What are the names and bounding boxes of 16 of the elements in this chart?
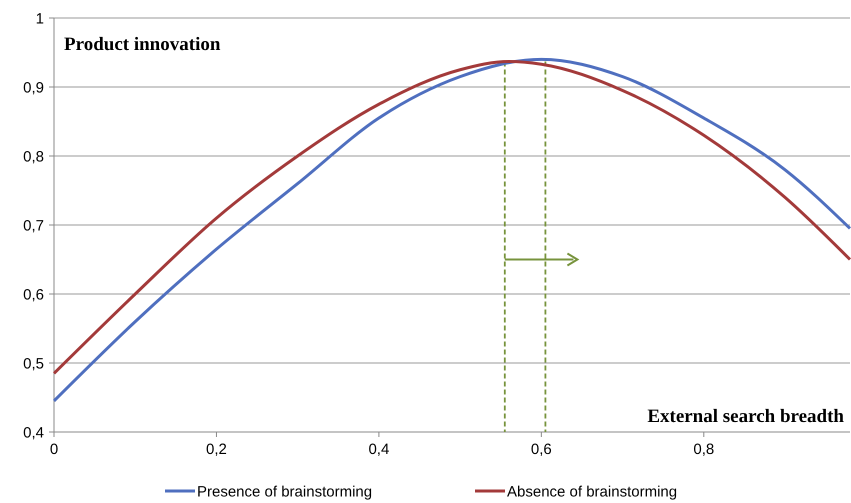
y-tick-label: 0,5 xyxy=(23,355,44,372)
x-tick-label: 0,4 xyxy=(368,441,390,458)
x-tick-label: 0,2 xyxy=(206,441,227,458)
y-tick-label: 1 xyxy=(36,10,44,28)
x-axis-title: External search breadth xyxy=(647,406,844,427)
x-tick-label: 0,6 xyxy=(530,441,552,458)
y-tick-label: 0,7 xyxy=(23,217,44,234)
y-axis-title: Product innovation xyxy=(64,34,221,55)
x-tick-label: 0,8 xyxy=(693,441,714,458)
y-tick-label: 0,4 xyxy=(23,424,44,442)
y-tick-label: 0,9 xyxy=(23,79,44,96)
legend-label: Absence of brainstorming xyxy=(507,483,678,500)
x-tick-label: 0 xyxy=(50,441,58,458)
legend-label: Presence of brainstorming xyxy=(197,483,372,500)
y-tick-label: 0,6 xyxy=(23,286,44,304)
y-tick-label: 0,8 xyxy=(23,148,44,166)
